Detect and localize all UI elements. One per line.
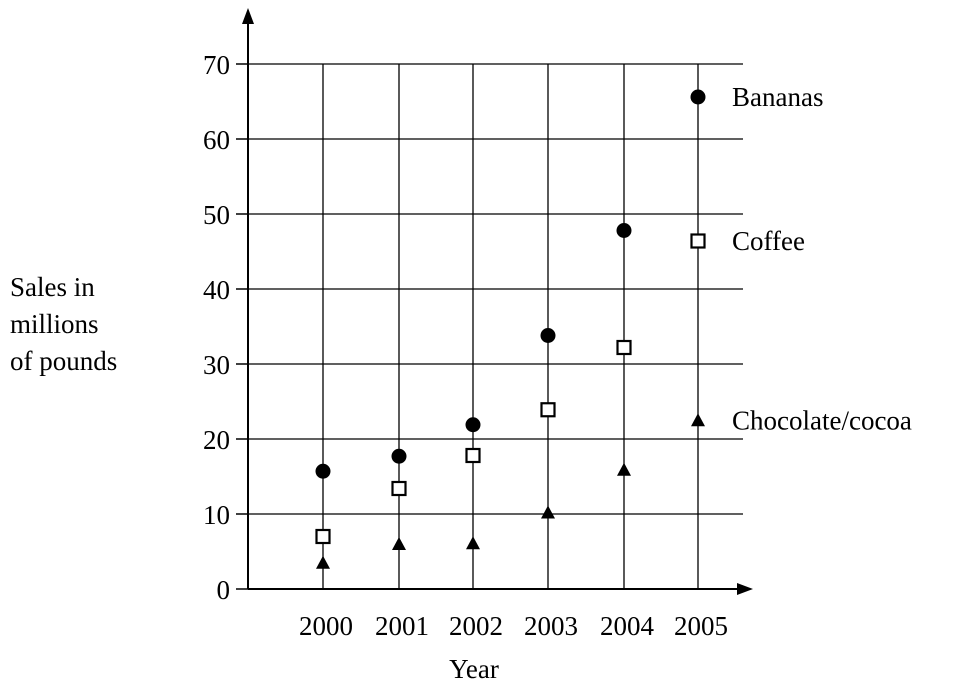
x-tick-label-2005: 2005 bbox=[674, 611, 728, 641]
bananas-point-2003 bbox=[540, 328, 556, 343]
tick-labels: 0 10 20 30 40 50 60 70 2000 2001 2002 2003 2004 2005 bbox=[203, 50, 728, 641]
series-label-bananas: Bananas bbox=[732, 82, 823, 112]
x-tick-label-2004: 2004 bbox=[600, 611, 655, 641]
coffee-point-2000 bbox=[315, 528, 331, 545]
chocolate-cocoa-point-2002 bbox=[466, 536, 480, 550]
coffee-point-2002 bbox=[465, 447, 481, 464]
y-tick-label-30: 30 bbox=[203, 350, 230, 380]
x-tick-label-2003: 2003 bbox=[524, 611, 578, 641]
y-tick-label-20: 20 bbox=[203, 425, 230, 455]
chocolate-cocoa-point-2000 bbox=[316, 555, 330, 569]
x-tick-label-2000: 2000 bbox=[299, 611, 353, 641]
y-axis-arrow bbox=[242, 8, 254, 24]
y-axis-title-line-3: of pounds bbox=[10, 346, 117, 376]
coffee-point-2001 bbox=[391, 480, 407, 497]
x-tick-label-2002: 2002 bbox=[449, 611, 503, 641]
axes bbox=[236, 8, 753, 595]
x-axis-arrow bbox=[737, 583, 753, 595]
chocolate-cocoa-point-2004 bbox=[617, 462, 631, 476]
chocolate-cocoa-point-2003 bbox=[541, 505, 555, 519]
coffee-point-2004 bbox=[616, 339, 632, 356]
coffee-point-2005 bbox=[690, 233, 706, 249]
y-tick-label-40: 40 bbox=[203, 275, 230, 305]
y-tick-label-50: 50 bbox=[203, 200, 230, 230]
x-axis-title: Year bbox=[449, 654, 499, 684]
bananas-point-2004 bbox=[616, 223, 632, 238]
y-tick-label-0: 0 bbox=[217, 575, 231, 605]
series-label-coffee: Coffee bbox=[732, 226, 805, 256]
y-axis-title-line-2: millions bbox=[10, 309, 99, 339]
y-axis-title-line-1: Sales in bbox=[10, 272, 95, 302]
series-label-chocolate-cocoa: Chocolate/cocoa bbox=[732, 405, 912, 435]
y-tick-label-10: 10 bbox=[203, 500, 230, 530]
chocolate-cocoa-point-2001 bbox=[392, 537, 406, 550]
bananas-point-2000 bbox=[315, 463, 331, 479]
series-labels: Bananas Coffee Chocolate/cocoa bbox=[732, 82, 912, 435]
chocolate-cocoa-point-2005 bbox=[691, 413, 705, 427]
data-marks bbox=[315, 89, 706, 569]
bananas-point-2001 bbox=[391, 448, 407, 464]
y-axis-title: Sales in millions of pounds bbox=[10, 272, 117, 376]
y-tick-label-60: 60 bbox=[203, 125, 230, 155]
y-tick-label-70: 70 bbox=[203, 50, 230, 80]
grid-lines bbox=[248, 63, 743, 589]
bananas-point-2002 bbox=[465, 417, 481, 433]
bananas-point-2005 bbox=[690, 89, 706, 105]
coffee-point-2003 bbox=[540, 402, 556, 418]
x-tick-label-2001: 2001 bbox=[375, 611, 429, 641]
